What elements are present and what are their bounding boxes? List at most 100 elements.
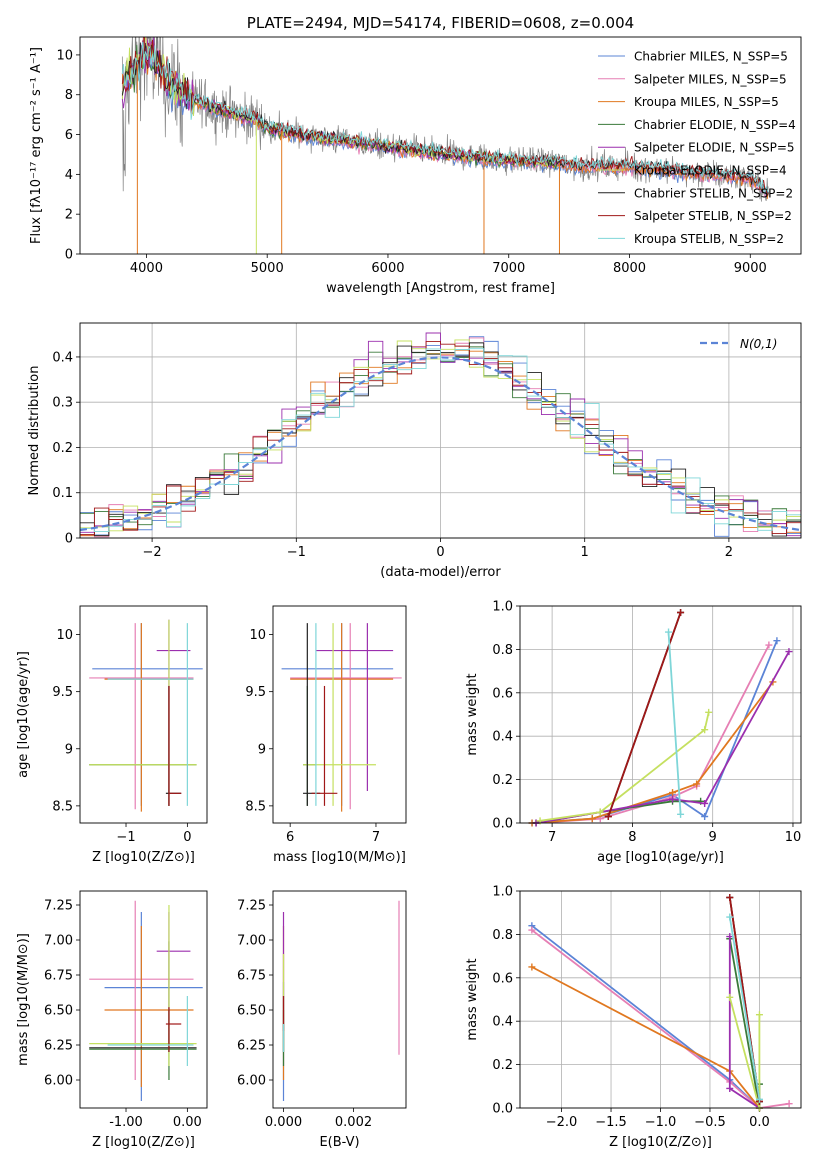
massweight_vs_age-axes [516, 605, 801, 827]
massweight_vs_Z-ytick-label: 0.4 [492, 1015, 513, 1030]
age_vs_Z-ytick-label: 9.5 [52, 685, 73, 700]
residuals-xtick-label: −2 [143, 545, 162, 560]
massweight_vs_Z-ytick-label: 1.0 [492, 885, 513, 900]
massweight_vs_age-xlabel: age [log10(age/yr)] [597, 850, 724, 865]
spectrum-axes [76, 54, 751, 258]
massweight_vs_Z-xtick-label: −2.0 [546, 1115, 578, 1130]
spectrum-ytick-label: 10 [56, 48, 73, 63]
massweight_vs_age-marker-salpeter_miles [765, 641, 773, 649]
spectrum-legend-label: Chabrier ELODIE, N_SSP=4 [634, 118, 796, 132]
massweight_vs_Z-line-kroupa_elodie [728, 997, 761, 1108]
mass_vs_Z-ytick-label: 7.25 [44, 899, 73, 914]
normal-pdf-line [80, 356, 801, 532]
mass_vs_ebv-ytick-label: 6.25 [237, 1039, 266, 1054]
age_vs_mass-xtick-label: 6 [286, 830, 294, 845]
spectrum-model-salpeter_stelib [121, 37, 769, 195]
mass_vs_Z-xtick-label: -1.00 [109, 1115, 143, 1130]
residuals-ytick-label: 0.4 [52, 350, 73, 365]
massweight_vs_Z-ytick-label: 0.6 [492, 971, 513, 986]
massweight_vs_age-marker-salpeter_stelib [677, 609, 685, 617]
massweight_vs_age-ytick-label: 0.2 [492, 773, 513, 788]
massweight_vs_Z-line-kroupa_stelib [728, 916, 761, 1100]
massweight_vs_age-ytick-label: 0.0 [492, 817, 513, 832]
massweight_vs_age-xtick-label: 10 [785, 830, 802, 845]
massweight_vs_age-line-salpeter_stelib [607, 612, 682, 817]
age_vs_Z-ytick-label: 8.5 [52, 799, 73, 814]
mass_vs_Z-ytick-label: 6.00 [44, 1074, 73, 1089]
spectrum-ytick-label: 6 [65, 128, 73, 143]
spectrum-frame [79, 36, 802, 255]
massweight_vs_age-marker-salpeter_elodie [785, 648, 793, 656]
spectrum-ytick-label: 0 [65, 248, 73, 263]
spectrum-xtick-label: 6000 [371, 261, 404, 276]
spectrum-legend-label: Kroupa MILES, N_SSP=5 [634, 95, 779, 109]
mass_vs_Z-ytick-label: 7.00 [44, 934, 73, 949]
massweight_vs_Z-marker-kroupa_miles [528, 963, 536, 971]
massweight_vs_age-ylabel: mass weight [465, 673, 480, 755]
massweight_vs_Z-axes [516, 890, 801, 1112]
massweight_vs_age-xtick-label: 9 [709, 830, 717, 845]
residuals-xtick-label: 2 [725, 545, 733, 560]
residuals-xtick-label: 1 [581, 545, 589, 560]
massweight_vs_age-marker-kroupa_miles [693, 780, 701, 788]
massweight_vs_age-marker-salpeter_elodie [701, 799, 709, 807]
massweight_vs_Z-marker-kroupa_stelib [755, 1095, 763, 1103]
mass_vs_ebv-xlabel: E(B-V) [319, 1135, 359, 1150]
mass_vs_ebv-ytick-label: 7.25 [237, 899, 266, 914]
residuals-ytick-label: 0.3 [52, 396, 73, 411]
massweight_vs_Z-ylabel: mass weight [465, 958, 480, 1040]
spectrum-ytick-label: 4 [65, 168, 73, 183]
age_vs_mass-frame [272, 605, 407, 824]
age_vs_Z-frame [79, 605, 208, 824]
spectrum-legend-label: Kroupa ELODIE, N_SSP=4 [634, 164, 787, 178]
spectrum-legend-label: Kroupa STELIB, N_SSP=2 [634, 232, 784, 246]
residuals-xlabel: (data-model)/error [380, 565, 501, 580]
massweight_vs_age-line-kroupa_elodie [539, 712, 710, 822]
spectrum-legend-label: Salpeter STELIB, N_SSP=2 [634, 209, 792, 223]
massweight_vs_Z-line-salpeter_miles [531, 929, 790, 1108]
massweight_vs_age-ytick-label: 0.4 [492, 730, 513, 745]
spectrum-model-chabrier_stelib [121, 42, 769, 195]
residuals-ytick-label: 0.1 [52, 486, 73, 501]
spectrum-ylabel: Flux [fλ10⁻¹⁷ erg cm⁻² s⁻¹ A⁻¹] [29, 47, 44, 244]
massweight_vs_Z-ytick-label: 0.0 [492, 1102, 513, 1117]
age_vs_Z-xtick-label: −1 [116, 830, 135, 845]
massweight_vs_Z-xlabel: Z [log10(Z/Z⊙)] [609, 1135, 712, 1150]
massweight_vs_age-marker-kroupa_elodie [596, 808, 604, 816]
spectrum-xlabel: wavelength [Angstrom, rest frame] [326, 281, 555, 296]
spectrum-title: PLATE=2494, MJD=54174, FIBERID=0608, z=0… [247, 14, 634, 32]
age_vs_mass-ytick-label: 10 [249, 628, 266, 643]
age_vs_mass-ytick-label: 9 [258, 742, 266, 757]
massweight_vs_Z-xtick-label: 0.0 [749, 1115, 770, 1130]
age_vs_Z-axes [76, 634, 188, 827]
mass_vs_Z-frame [79, 890, 208, 1109]
massweight_vs_age-line-kroupa_stelib [667, 631, 682, 815]
spectrum-legend-label: Salpeter MILES, N_SSP=5 [634, 72, 787, 86]
residuals-axes [76, 323, 801, 542]
mass_vs_ebv-ytick-label: 6.50 [237, 1004, 266, 1019]
spectrum-ytick-label: 2 [65, 208, 73, 223]
residuals-ylabel: Normed distribution [27, 366, 42, 496]
age_vs_Z-xtick-label: 0 [183, 830, 191, 845]
spectrum-xtick-label: 4000 [130, 261, 163, 276]
massweight_vs_Z-marker-salpeter_miles [785, 1100, 793, 1108]
mass_vs_ebv-axes [269, 904, 354, 1112]
residuals-xtick-label: −1 [287, 545, 306, 560]
massweight_vs_Z-ytick-label: 0.2 [492, 1058, 513, 1073]
massweight_vs_Z-xtick-label: −1.0 [645, 1115, 677, 1130]
residuals-ytick-label: 0.2 [52, 441, 73, 456]
mass_vs_Z-axes [76, 904, 188, 1112]
age_vs_Z-ytick-label: 9 [65, 742, 73, 757]
massweight_vs_age-line-chabrier_miles [531, 640, 778, 823]
mass_vs_Z-xlabel: Z [log10(Z/Z⊙)] [92, 1135, 195, 1150]
age_vs_Z-ylabel: age [log10(age/yr)] [16, 651, 31, 778]
residuals-xtick-label: 0 [436, 545, 444, 560]
spectrum-xtick-label: 9000 [734, 261, 767, 276]
massweight_vs_age-marker-kroupa_stelib [665, 628, 673, 636]
age_vs_mass-ytick-label: 8.5 [245, 799, 266, 814]
mass_vs_Z-xtick-label: 0.00 [173, 1115, 202, 1130]
age_vs_Z-ytick-label: 10 [56, 628, 73, 643]
mass_vs_ebv-xtick-label: 0.000 [265, 1115, 302, 1130]
